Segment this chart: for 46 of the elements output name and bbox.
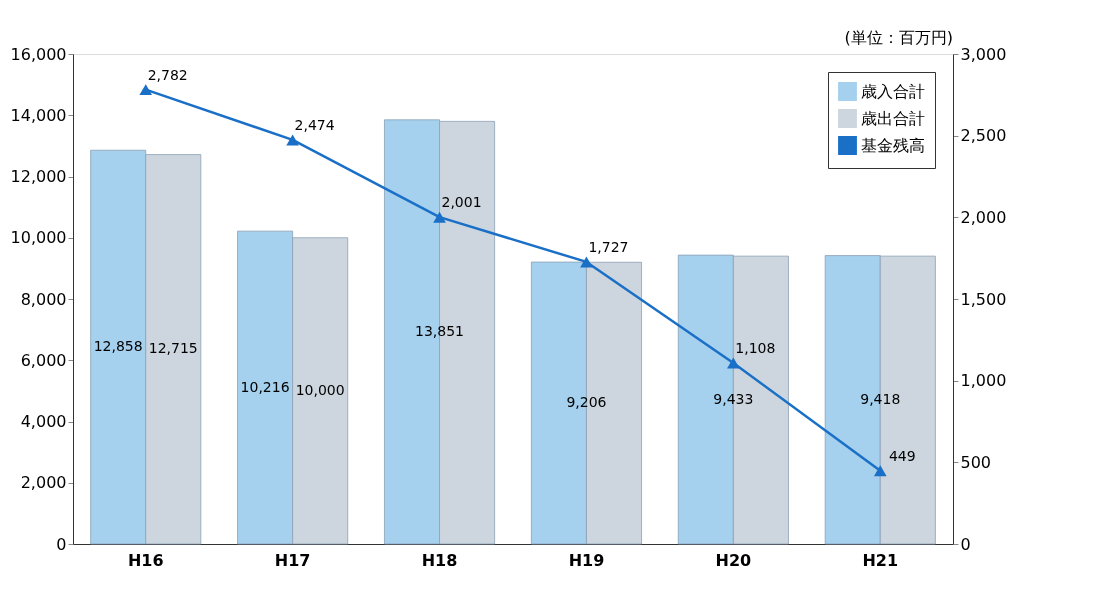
data-label: 13,851 <box>415 322 465 339</box>
y-tick-label: 10,000 <box>10 228 67 248</box>
data-label: 9,418 <box>860 390 901 407</box>
x-tick-label: H20 <box>715 550 752 570</box>
data-label: 10,216 <box>240 378 290 395</box>
x-tick-label: H21 <box>862 550 899 570</box>
x-tick-label: H16 <box>127 550 164 570</box>
data-label: 10,000 <box>295 381 345 398</box>
y-tick-label: 8,000 <box>20 289 67 309</box>
legend-label: 基金残高 <box>861 135 925 155</box>
data-label: 449 <box>888 447 916 464</box>
point <box>139 84 153 96</box>
y-tick-label: 6,000 <box>20 350 67 370</box>
data-label: 2,782 <box>147 66 188 83</box>
point <box>727 357 740 369</box>
x-tick-label: H19 <box>568 550 605 570</box>
data-label: 9,206 <box>566 394 607 411</box>
point <box>873 465 887 477</box>
y-tick-label: 0 <box>56 534 67 554</box>
data-label: 2,474 <box>294 116 335 133</box>
y2-tick-label: 2,500 <box>960 126 1007 146</box>
data-label: 1,727 <box>588 238 629 255</box>
data-label: 12,715 <box>148 340 198 357</box>
data-label: 2,001 <box>441 194 482 211</box>
y2-tick-label: 0 <box>960 534 971 554</box>
y-tick-label: 16,000 <box>10 44 67 64</box>
legend-label: 歳入合計 <box>861 81 925 101</box>
data-label: 9,433 <box>713 390 754 407</box>
data-label: 12,858 <box>93 338 143 355</box>
y-tick-label: 12,000 <box>10 167 67 186</box>
point <box>580 256 593 268</box>
y2-tick-label: 500 <box>960 452 992 472</box>
y2-tick-label: 3,000 <box>960 44 1007 64</box>
y2-tick-label: 2,000 <box>960 207 1007 227</box>
point <box>433 211 446 223</box>
point <box>286 134 299 146</box>
y-tick-label: 14,000 <box>10 105 67 125</box>
data-label: 1,108 <box>735 340 776 357</box>
x-tick-label: H17 <box>274 550 311 570</box>
legend-label: 歳出合計 <box>861 108 925 128</box>
y-tick-label: 2,000 <box>20 473 67 493</box>
y-tick-label: 4,000 <box>20 412 67 431</box>
y2-tick-label: 1,500 <box>960 289 1007 309</box>
text: (単位：百万円) <box>844 28 953 47</box>
x-tick-label: H18 <box>421 550 458 570</box>
y2-tick-label: 1,000 <box>960 371 1007 391</box>
